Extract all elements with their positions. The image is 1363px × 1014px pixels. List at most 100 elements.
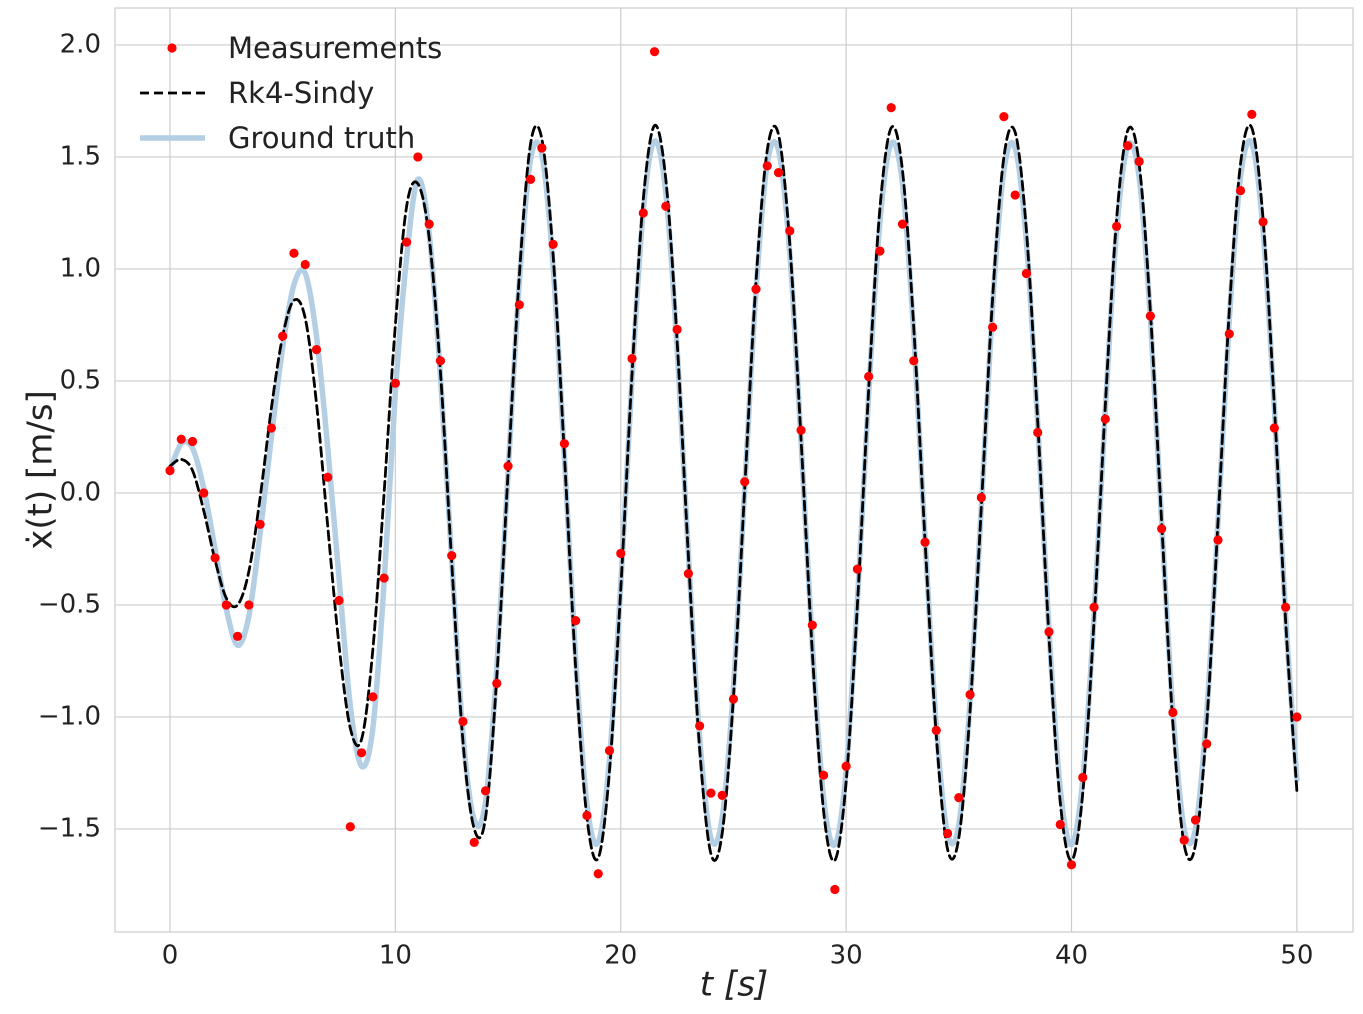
measurement-point: [773, 168, 784, 178]
measurement-point: [931, 725, 941, 736]
measurement-point: [728, 694, 739, 704]
measurement-point: [751, 284, 761, 294]
measurement-point: [210, 553, 220, 563]
measurement-point: [785, 226, 795, 236]
measurement-point: [965, 689, 975, 700]
plot-frame: [114, 7, 1354, 933]
measurement-point: [458, 716, 468, 727]
measurement-point: [514, 300, 524, 310]
measurement-point: [1202, 739, 1212, 749]
measurement-point: [740, 477, 750, 487]
measurement-point: [1145, 311, 1155, 321]
y-tick-label: −0.5: [38, 589, 101, 619]
measurement-point: [221, 600, 231, 610]
measurement-point: [447, 551, 457, 561]
y-axis-label: ẋ(t) [m/s]: [21, 390, 61, 550]
y-tick-label: 0.5: [60, 365, 101, 395]
measurement-point: [1134, 156, 1144, 167]
measurement-point: [1281, 602, 1291, 612]
measurement-point: [830, 884, 840, 895]
x-tick-label: 40: [1055, 941, 1088, 971]
measurement-point: [1292, 712, 1302, 722]
measurement-point: [954, 793, 964, 803]
measurement-point: [695, 721, 705, 731]
measurement-point: [469, 837, 479, 848]
measurement-point: [244, 600, 254, 610]
x-tick-label: 10: [379, 941, 412, 971]
measurement-point: [627, 353, 637, 364]
legend-marker: [167, 43, 177, 53]
measurement-point: [988, 322, 998, 332]
measurement-point: [435, 356, 446, 366]
measurement-point: [1213, 535, 1223, 545]
measurement-point: [616, 548, 626, 559]
measurement-point: [300, 259, 310, 270]
measurement-point: [818, 770, 829, 780]
measurement-point: [1055, 819, 1065, 830]
measurement-point: [864, 371, 874, 382]
y-tick-label: 1.0: [60, 253, 101, 283]
measurement-point: [875, 246, 885, 256]
measurement-point: [537, 143, 547, 153]
measurement-point: [886, 103, 896, 113]
x-tick-label: 20: [604, 941, 637, 971]
measurement-point: [999, 112, 1009, 122]
measurement-point: [1179, 835, 1189, 845]
measurement-point: [390, 378, 400, 388]
legend-label: Measurements: [228, 31, 442, 65]
measurement-point: [368, 692, 378, 702]
measurement-point: [942, 828, 953, 839]
measurement-point: [503, 461, 513, 471]
measurement-point: [976, 492, 986, 503]
measurement-point: [165, 465, 175, 476]
measurement-point: [255, 519, 265, 529]
measurement-point: [323, 472, 333, 482]
measurement-point: [266, 423, 277, 433]
measurement-point: [413, 152, 423, 162]
measurement-point: [1033, 427, 1043, 438]
measurement-point: [593, 869, 603, 879]
measurement-point: [345, 822, 355, 832]
legend-label: Ground truth: [228, 121, 415, 155]
measurement-point: [278, 331, 288, 341]
measurement-point: [199, 488, 209, 498]
measurement-point: [1111, 221, 1122, 231]
measurement-point: [1066, 860, 1077, 870]
measurement-point: [480, 786, 491, 796]
measurement-point: [582, 810, 592, 821]
measurement-point: [289, 248, 299, 258]
measurement-point: [841, 761, 851, 771]
measurement-point: [1247, 109, 1257, 119]
measurement-point: [379, 573, 389, 583]
measurement-point: [1010, 190, 1020, 200]
measurement-point: [706, 788, 716, 798]
measurement-point: [762, 161, 772, 171]
measurement-point: [525, 174, 536, 184]
measurement-point: [311, 345, 322, 355]
measurement-point: [424, 219, 434, 229]
measurement-point: [1123, 141, 1133, 151]
measurement-point: [897, 219, 908, 229]
measurement-point: [1089, 602, 1099, 612]
measurement-point: [559, 439, 570, 449]
measurement-point: [604, 745, 615, 756]
measurement-point: [638, 208, 648, 218]
y-tick-label: 2.0: [60, 29, 101, 59]
measurement-point: [1044, 627, 1054, 637]
x-tick-label: 50: [1280, 941, 1313, 971]
measurement-point: [176, 434, 186, 444]
x-tick-label: 30: [830, 941, 863, 971]
measurement-point: [672, 324, 682, 335]
measurement-point: [661, 201, 671, 211]
measurement-point: [1078, 772, 1088, 783]
measurement-point: [920, 537, 930, 547]
x-axis-label: t [s]: [700, 965, 768, 1005]
measurement-point: [233, 631, 243, 641]
measurement-point: [717, 790, 727, 800]
y-tick-label: −1.5: [38, 813, 101, 843]
y-tick-label: 1.5: [60, 141, 101, 171]
measurement-point: [187, 436, 198, 447]
measurement-point: [548, 239, 558, 249]
measurement-point: [1168, 707, 1178, 718]
